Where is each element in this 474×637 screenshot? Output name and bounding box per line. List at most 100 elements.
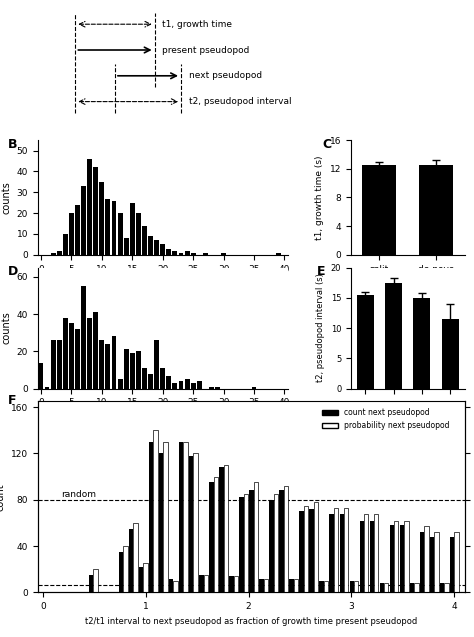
Bar [252, 387, 256, 389]
Bar [364, 513, 368, 592]
Text: F: F [8, 394, 17, 406]
Bar [93, 168, 98, 255]
Bar [118, 379, 123, 389]
Bar [149, 442, 154, 592]
Bar [430, 537, 434, 592]
Bar [244, 494, 248, 592]
Bar [133, 523, 138, 592]
Bar [160, 368, 165, 389]
Bar [374, 513, 378, 592]
Bar [89, 575, 93, 592]
Bar [124, 350, 128, 389]
Bar [239, 497, 244, 592]
Bar [269, 500, 273, 592]
Bar [354, 581, 358, 592]
Bar [106, 344, 110, 389]
Bar [38, 362, 44, 389]
Bar [319, 581, 324, 592]
Y-axis label: t2, pseudopod interval (s): t2, pseudopod interval (s) [316, 274, 325, 382]
Text: next pseudopod: next pseudopod [189, 71, 262, 80]
Bar [390, 526, 394, 592]
Bar [199, 575, 203, 592]
Bar [264, 578, 268, 592]
Text: E: E [317, 265, 326, 278]
Bar [444, 583, 448, 592]
Bar [454, 532, 459, 592]
Bar [179, 253, 183, 255]
Bar [234, 576, 238, 592]
Bar [259, 578, 264, 592]
Bar [166, 376, 171, 389]
Bar [160, 245, 165, 255]
Text: t2, pseudopod interval: t2, pseudopod interval [189, 97, 292, 106]
Bar [249, 490, 254, 592]
Bar [339, 513, 344, 592]
Bar [442, 319, 459, 389]
Text: D: D [8, 265, 18, 278]
Bar [123, 546, 128, 592]
Bar [51, 253, 55, 255]
Bar [440, 583, 444, 592]
Bar [410, 583, 414, 592]
Bar [100, 340, 104, 389]
Y-axis label: t1, growth time (s): t1, growth time (s) [315, 155, 324, 240]
Bar [154, 430, 158, 592]
Bar [424, 526, 428, 592]
Bar [136, 352, 141, 389]
Y-axis label: counts: counts [1, 311, 11, 345]
Bar [179, 381, 183, 389]
Bar [215, 387, 220, 389]
Text: present pseudopod: present pseudopod [163, 45, 250, 55]
Bar [304, 506, 308, 592]
Bar [419, 165, 453, 255]
Bar [279, 490, 284, 592]
Bar [219, 468, 224, 592]
Bar [118, 213, 123, 255]
Bar [129, 529, 133, 592]
Bar [183, 442, 188, 592]
Bar [189, 455, 193, 592]
Bar [173, 383, 177, 389]
Y-axis label: count: count [0, 483, 5, 511]
Bar [143, 564, 148, 592]
Bar [148, 236, 153, 255]
Bar [173, 581, 178, 592]
Bar [124, 238, 128, 255]
Bar [57, 340, 62, 389]
Bar [111, 336, 117, 389]
Bar [63, 234, 68, 255]
Bar [363, 165, 396, 255]
Bar [191, 253, 196, 255]
Bar [148, 374, 153, 389]
Bar [106, 199, 110, 255]
Bar [130, 353, 135, 389]
Bar [209, 482, 214, 592]
Bar [404, 520, 409, 592]
Bar [179, 442, 183, 592]
Bar [191, 383, 196, 389]
Bar [294, 578, 298, 592]
Bar [276, 253, 281, 255]
Bar [51, 340, 55, 389]
Bar [300, 512, 304, 592]
Bar [111, 201, 117, 255]
Bar [450, 537, 454, 592]
Bar [203, 575, 208, 592]
Bar [360, 520, 364, 592]
Bar [154, 240, 159, 255]
Bar [380, 583, 384, 592]
Bar [81, 286, 86, 389]
Bar [75, 204, 80, 255]
X-axis label: t2, pseudopod interval (s): t2, pseudopod interval (s) [100, 413, 226, 423]
Bar [139, 567, 143, 592]
Legend: count next pseudopod, probability next pseudopod: count next pseudopod, probability next p… [319, 405, 452, 433]
Bar [142, 368, 147, 389]
Bar [420, 532, 424, 592]
Bar [93, 569, 98, 592]
Bar [63, 318, 68, 389]
Bar [154, 340, 159, 389]
Bar [173, 250, 177, 255]
Bar [384, 583, 389, 592]
Bar [289, 578, 294, 592]
Bar [93, 312, 98, 389]
